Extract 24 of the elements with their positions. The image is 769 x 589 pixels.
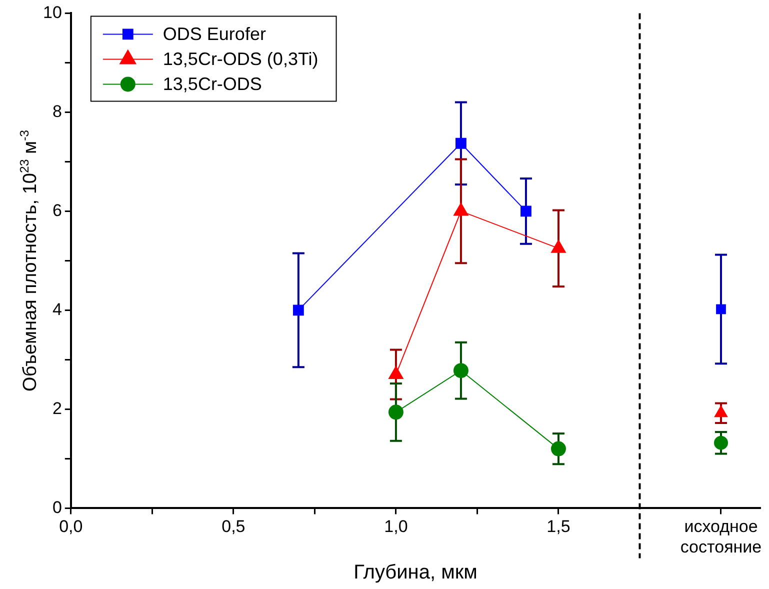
- x-tick-label: 1,5: [546, 517, 570, 536]
- point: [716, 304, 726, 314]
- legend-label: ODS Eurofer: [162, 24, 266, 44]
- y-tick-label: 6: [52, 200, 62, 220]
- y-tick-label: 4: [52, 300, 62, 319]
- x-tick-label: исходное состояние: [680, 517, 762, 556]
- point: [456, 138, 466, 149]
- x-axis-title: Глубина, мкм: [354, 562, 478, 584]
- point: [714, 436, 728, 450]
- y-tick-label: 8: [52, 102, 62, 121]
- y-tick-label: 0: [52, 498, 62, 517]
- y-axis-title: Объемная плотность, 1023 м-3: [17, 130, 41, 392]
- x-tick-label: 0,5: [222, 517, 246, 536]
- y-tick-label: 2: [52, 398, 62, 418]
- legend-label: 13,5Cr-ODS: [162, 74, 262, 94]
- point: [520, 206, 532, 217]
- legend-label: 13,5Cr-ODS (0,3Ti): [162, 49, 318, 70]
- point: [388, 404, 404, 420]
- y-tick-label: 10: [42, 2, 62, 22]
- point: [292, 304, 304, 316]
- x-tick-label: 0,0: [59, 517, 83, 536]
- x-tick-label: 1,0: [384, 517, 408, 536]
- point: [453, 363, 468, 378]
- point: [550, 441, 566, 456]
